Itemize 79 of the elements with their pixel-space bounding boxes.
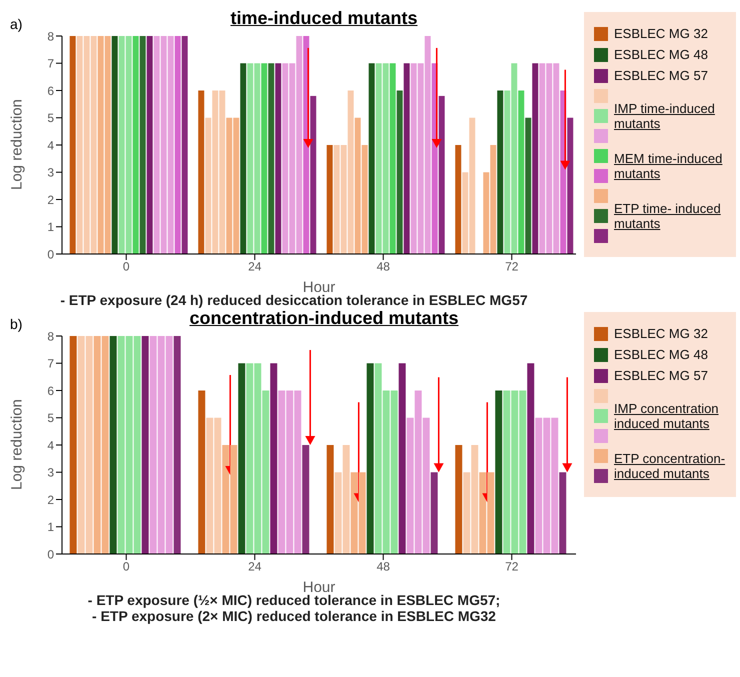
y-axis-title: Log reduction <box>8 399 26 490</box>
y-tick-label: 8 <box>47 329 54 344</box>
bar <box>326 145 333 254</box>
y-tick-label: 5 <box>47 111 54 126</box>
y-tick-label: 2 <box>47 192 54 207</box>
legend-label: ETP time- induced mutants <box>614 201 722 231</box>
bar <box>368 63 375 254</box>
x-tick-label: 72 <box>505 260 519 274</box>
bar <box>275 63 282 254</box>
legend-label: IMP time-induced mutants <box>614 101 716 131</box>
bar <box>112 36 118 254</box>
bar <box>497 90 504 254</box>
bar <box>146 36 153 254</box>
bar <box>198 390 206 554</box>
legend-label: ESBLEC MG 57 <box>614 368 708 383</box>
bar <box>140 36 146 254</box>
bar <box>404 63 410 254</box>
bar <box>270 363 278 554</box>
y-tick-label: 4 <box>47 138 54 152</box>
bar <box>238 363 246 554</box>
x-tick-label: 48 <box>376 560 390 574</box>
x-tick-label: 0 <box>122 260 130 274</box>
legend-label: ESBLEC MG 57 <box>614 68 708 83</box>
y-tick-label: 3 <box>47 166 54 180</box>
x-tick-label: 24 <box>248 560 262 574</box>
bar <box>70 336 77 554</box>
bar <box>182 36 188 254</box>
bar <box>396 90 403 254</box>
y-tick-label: 6 <box>47 384 54 398</box>
legend-label: ESBLEC MG 48 <box>614 347 708 362</box>
x-tick-label: 0 <box>122 560 130 574</box>
legend-label: ESBLEC MG 48 <box>614 47 708 62</box>
bar <box>198 90 204 254</box>
x-tick-label: 72 <box>505 560 519 574</box>
x-tick-label: 24 <box>248 260 262 274</box>
legend-label: ESBLEC MG 32 <box>614 326 708 341</box>
bar <box>268 63 274 254</box>
text: a) <box>10 16 22 32</box>
text: - ETP exposure (2× MIC) reduced tolerance in ESBLEC MG32 <box>91 608 497 624</box>
bar <box>174 36 181 254</box>
bar <box>455 445 462 554</box>
text: b) <box>10 316 22 332</box>
legend-label: MEM time-induced mutants <box>614 151 724 181</box>
bar <box>70 36 76 254</box>
bar <box>455 145 462 254</box>
bar <box>398 363 406 554</box>
y-tick-label: 3 <box>47 466 54 480</box>
bar <box>132 36 139 254</box>
legend-label: ETP concentration-induced mutants <box>614 451 726 481</box>
chart-title: time-induced mutants <box>229 8 418 30</box>
bar <box>532 63 538 254</box>
bar <box>495 390 502 554</box>
chart-title: concentration-induced mutants <box>188 308 460 330</box>
y-tick-label: 6 <box>47 84 54 98</box>
y-tick-label: 7 <box>47 56 54 71</box>
bar <box>110 336 117 554</box>
bar <box>525 118 532 254</box>
bar <box>390 63 396 254</box>
y-tick-label: 0 <box>47 547 54 562</box>
legend-label: IMP concentration induced mutants <box>614 401 720 431</box>
y-tick-label: 1 <box>47 220 54 234</box>
y-tick-label: 7 <box>47 356 54 371</box>
bar <box>261 63 268 254</box>
y-tick-label: 2 <box>47 492 54 507</box>
y-tick-label: 4 <box>47 438 54 452</box>
legend-label: ESBLEC MG 32 <box>614 26 708 41</box>
x-tick-label: 48 <box>376 260 390 274</box>
y-axis-title: Log reduction <box>8 99 26 190</box>
bar <box>366 363 374 554</box>
y-tick-label: 0 <box>47 247 54 262</box>
bar <box>518 90 524 254</box>
bar <box>240 63 246 254</box>
bar <box>142 336 149 554</box>
bar <box>326 445 334 554</box>
y-tick-label: 5 <box>47 411 54 426</box>
bar <box>174 336 181 554</box>
y-tick-label: 8 <box>47 29 54 44</box>
bar <box>527 363 534 554</box>
y-tick-label: 1 <box>47 520 54 534</box>
